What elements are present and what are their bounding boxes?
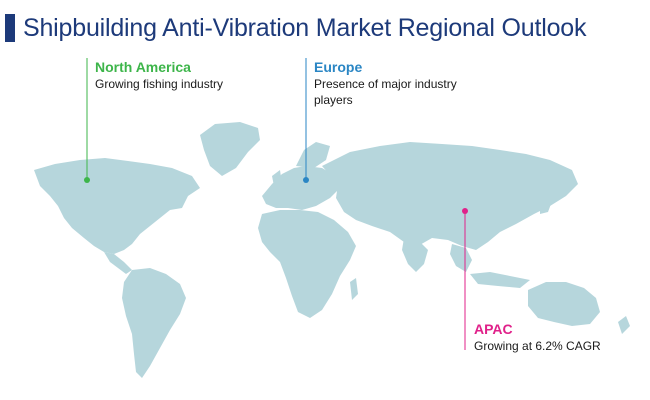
greenland-shape bbox=[200, 122, 260, 176]
region-desc-north-america: Growing fishing industry bbox=[95, 77, 224, 91]
europe-marker bbox=[303, 177, 309, 183]
title-bar: Shipbuilding Anti-Vibration Market Regio… bbox=[5, 8, 645, 48]
land-masses bbox=[34, 122, 630, 378]
title-accent-bar bbox=[5, 14, 15, 42]
india-shape bbox=[402, 238, 428, 272]
callout-apac: APAC Growing at 6.2% CAGR bbox=[474, 320, 644, 354]
new-zealand-shape bbox=[618, 316, 630, 334]
africa-shape bbox=[258, 210, 356, 318]
page-title: Shipbuilding Anti-Vibration Market Regio… bbox=[23, 13, 587, 42]
south-america-shape bbox=[122, 268, 186, 378]
central-america-shape bbox=[104, 252, 132, 274]
north-america-marker bbox=[84, 177, 90, 183]
southeast-asia-shape bbox=[450, 244, 472, 272]
europe-shape bbox=[262, 166, 340, 210]
region-name-europe: Europe bbox=[314, 59, 363, 75]
region-name-apac: APAC bbox=[474, 321, 513, 337]
region-name-north-america: North America bbox=[95, 59, 191, 75]
region-desc-apac: Growing at 6.2% CAGR bbox=[474, 339, 601, 353]
japan-shape bbox=[540, 188, 554, 214]
uk-shape bbox=[272, 170, 282, 186]
asia-shape bbox=[322, 142, 578, 250]
apac-marker bbox=[462, 208, 468, 214]
callout-europe: Europe Presence of major industry player… bbox=[314, 58, 474, 108]
callout-north-america: North America Growing fishing industry bbox=[95, 58, 265, 92]
region-desc-europe: Presence of major industry players bbox=[314, 77, 457, 107]
indonesia-shape bbox=[470, 272, 530, 288]
australia-shape bbox=[528, 282, 600, 326]
madagascar-shape bbox=[350, 278, 358, 300]
north-america-shape bbox=[34, 158, 200, 254]
scandinavia-shape bbox=[296, 142, 330, 168]
